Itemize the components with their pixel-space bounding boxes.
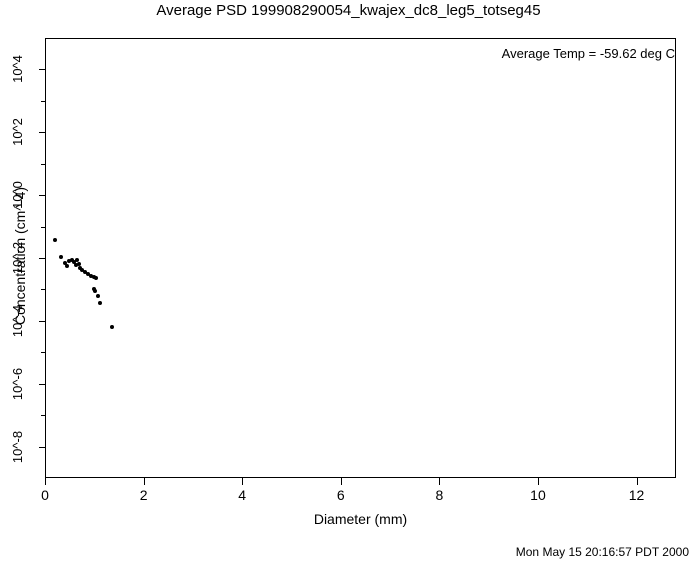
y-tick-mark [39,258,46,259]
y-tick-mark [39,195,46,197]
data-point [110,325,115,330]
y-tick-label: 10^2 [10,118,25,147]
data-point [94,276,99,281]
data-point [98,300,103,305]
y-tick-label: 10^-8 [10,430,25,463]
y-tick-mark [39,320,46,322]
data-point [69,257,74,262]
data-point [93,289,98,294]
data-point [96,293,101,298]
y-tick-mark [39,383,46,385]
x-tick-label: 10 [530,487,546,503]
y-tick-mark [39,69,46,71]
footer-timestamp: Mon May 15 20:16:57 PDT 2000 [515,545,689,559]
x-tick-mark [340,478,342,485]
x-tick-mark [242,478,244,485]
x-tick-mark [45,478,46,485]
x-tick-label: 12 [628,487,645,503]
y-tick-mark [39,132,46,134]
data-point [83,270,88,275]
x-tick-mark [537,478,539,485]
y-minor-tick-mark [41,289,46,291]
data-point [66,259,71,264]
data-point [52,237,57,242]
scatter-data-layer [45,38,676,478]
data-point [62,261,67,266]
y-tick-label: 10^4 [10,55,25,84]
x-axis-label: Diameter (mm) [313,511,408,527]
data-point [74,257,79,262]
y-minor-tick-mark [41,163,46,165]
data-point [76,261,81,266]
x-tick-label: 4 [238,487,247,503]
data-point [86,272,91,277]
y-axis-label: Concentration (cm^-4) [12,186,28,326]
y-minor-tick-mark [41,100,46,102]
x-tick-label: 8 [435,487,444,503]
y-minor-tick-mark [41,415,46,417]
data-point [58,255,63,260]
x-tick-label: 0 [41,487,49,503]
x-tick-label: 2 [139,487,148,503]
y-tick-label: 10^-6 [10,367,25,400]
plot-frame [45,38,676,478]
data-point [89,274,94,279]
y-minor-tick-mark [41,226,46,228]
data-point [73,263,78,268]
y-minor-tick-mark [41,352,46,354]
average-temperature-annotation: Average Temp = -59.62 deg C [501,46,675,61]
data-point [78,266,83,271]
page-title: Average PSD 199908290054_kwajex_dc8_leg5… [156,2,541,19]
data-point [71,260,76,265]
x-tick-mark [636,478,638,485]
y-tick-mark [39,446,46,448]
x-tick-label: 6 [336,487,345,503]
x-tick-mark [143,478,145,485]
data-point [80,268,85,273]
x-tick-mark [439,478,441,485]
data-point [64,264,69,269]
